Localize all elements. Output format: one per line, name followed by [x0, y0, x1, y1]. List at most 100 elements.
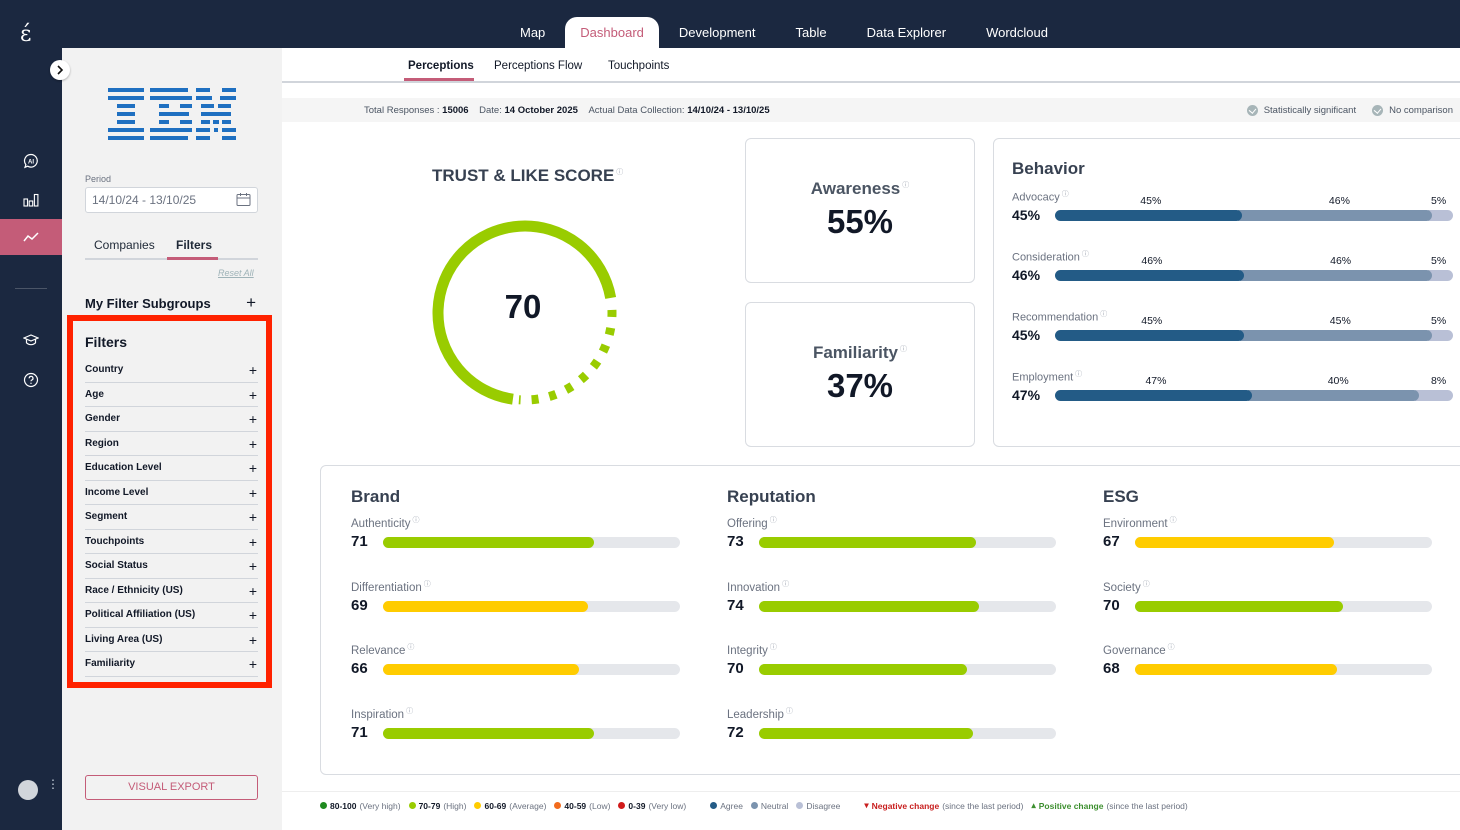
info-icon[interactable]: ⓘ — [902, 182, 910, 190]
info-icon[interactable]: ⓘ — [1142, 580, 1150, 588]
info-icon[interactable]: ⓘ — [1061, 191, 1069, 198]
tab-map[interactable]: Map — [520, 25, 546, 40]
filter-item[interactable]: Education Level + — [85, 456, 258, 481]
subtab-perceptions[interactable]: Perceptions — [408, 60, 474, 72]
expand-filter-icon[interactable]: + — [248, 411, 257, 427]
expand-filter-icon[interactable]: + — [248, 435, 257, 452]
rail-item-charts[interactable] — [0, 182, 62, 218]
filter-item[interactable]: Region + — [85, 432, 258, 456]
info-icon[interactable]: ⓘ — [769, 517, 777, 524]
user-avatar[interactable] — [18, 780, 38, 800]
filter-item[interactable]: Social Status + — [85, 554, 258, 579]
metric-bar-track — [383, 600, 680, 612]
info-icon[interactable]: ⓘ — [769, 644, 777, 651]
info-icon[interactable]: ⓘ — [423, 580, 431, 588]
awareness-card: Awareness ⓘ 55% — [745, 138, 975, 283]
tab-filters[interactable]: Filters — [176, 238, 213, 252]
segment-neutral[interactable] — [1237, 270, 1433, 281]
expand-filter-icon[interactable]: + — [248, 460, 257, 476]
filter-list: Country + Age + Gender + Region + Education Leve… — [85, 358, 258, 677]
info-icon[interactable]: ⓘ — [1081, 251, 1089, 258]
filter-item[interactable]: Age + — [85, 383, 258, 407]
filter-item[interactable]: Race / Ethnicity (US) + — [85, 579, 258, 603]
info-icon[interactable]: ⓘ — [406, 707, 414, 715]
info-icon[interactable]: ⓘ — [412, 517, 420, 524]
stat-sig-label: Statistically significant — [1263, 105, 1357, 116]
rail-item-trends[interactable] — [0, 219, 62, 255]
behavior-row: Consideration ⓘ 46% 46% 46% 5% — [1012, 249, 1460, 299]
tab-data-explorer[interactable]: Data Explorer — [866, 25, 947, 40]
filter-label: Touchpoints — [85, 535, 145, 547]
rail-item-help[interactable] — [0, 362, 62, 398]
behavior-label: Advocacy ⓘ — [1012, 191, 1069, 204]
calendar-icon[interactable] — [236, 192, 251, 207]
expand-panel-button[interactable] — [50, 60, 70, 80]
filter-item[interactable]: Familiarity + — [85, 652, 258, 677]
period-date-range-input[interactable]: 14/10/24 - 13/10/25 — [85, 187, 258, 213]
segment-agree[interactable] — [1055, 330, 1244, 341]
expand-filter-icon[interactable]: + — [248, 631, 257, 648]
metric-row: Environment ⓘ 67 — [1103, 515, 1438, 565]
segment-label-neutral: 46% — [1330, 255, 1352, 267]
add-subgroup-icon[interactable]: + — [246, 293, 256, 312]
segment-agree[interactable] — [1055, 390, 1252, 401]
user-menu-icon[interactable]: ⋮ — [47, 777, 59, 791]
metric-bar-track — [759, 537, 1056, 548]
segment-disagree[interactable] — [1413, 390, 1453, 401]
info-icon[interactable]: ⓘ — [1100, 311, 1108, 318]
filter-item[interactable]: Income Level + — [85, 481, 258, 505]
segment-label-agree: 47% — [1145, 375, 1167, 387]
info-icon[interactable]: ⓘ — [1075, 371, 1083, 378]
segment-label-neutral: 46% — [1328, 195, 1350, 207]
metric-label: Environment ⓘ — [1103, 517, 1177, 530]
tab-development[interactable]: Development — [678, 25, 756, 40]
filter-item[interactable]: Living Area (US) + — [85, 628, 258, 652]
metric-label: Inspiration ⓘ — [351, 707, 414, 721]
filter-item[interactable]: Country + — [85, 358, 258, 383]
info-icon[interactable]: ⓘ — [1169, 517, 1177, 524]
segment-label-agree: 45% — [1141, 315, 1163, 327]
metric-label: Offering ⓘ — [727, 517, 777, 530]
tab-wordcloud[interactable]: Wordcloud — [986, 25, 1048, 40]
segment-neutral[interactable] — [1235, 210, 1433, 221]
filter-item[interactable]: Gender + — [85, 407, 258, 432]
expand-filter-icon[interactable]: + — [248, 607, 257, 623]
segment-neutral[interactable] — [1237, 330, 1433, 341]
caret-down-icon: ▾ — [864, 800, 869, 810]
expand-filter-icon[interactable]: + — [248, 558, 257, 574]
info-icon[interactable]: ⓘ — [785, 707, 793, 715]
segment-neutral[interactable] — [1245, 390, 1420, 401]
expand-filter-icon[interactable]: + — [248, 484, 257, 501]
reset-all-link[interactable]: Reset All — [218, 268, 254, 278]
rail-item-ai[interactable]: AI — [0, 143, 62, 179]
segment-agree[interactable] — [1055, 270, 1244, 281]
filter-item[interactable]: Segment + — [85, 505, 258, 530]
app-logo[interactable]: ɛ́ — [20, 22, 32, 47]
info-icon[interactable]: ⓘ — [782, 580, 790, 588]
expand-filter-icon[interactable]: + — [248, 533, 257, 550]
metric-value: 71 — [351, 723, 368, 741]
metric-value: 70 — [1103, 596, 1120, 614]
tab-companies[interactable]: Companies — [94, 238, 155, 252]
tab-dashboard[interactable]: Dashboard — [565, 17, 659, 48]
visual-export-button[interactable]: VISUAL EXPORT — [85, 775, 258, 800]
filter-item[interactable]: Political Affiliation (US) + — [85, 603, 258, 628]
info-icon[interactable]: ⓘ — [616, 169, 624, 177]
expand-filter-icon[interactable]: + — [248, 509, 257, 525]
segment-agree[interactable] — [1055, 210, 1242, 221]
info-icon[interactable]: ⓘ — [407, 644, 415, 651]
filter-item[interactable]: Touchpoints + — [85, 530, 258, 554]
expand-filter-icon[interactable]: + — [248, 582, 257, 599]
expand-filter-icon[interactable]: + — [248, 656, 257, 672]
metric-bar-track — [1135, 600, 1432, 612]
tab-table[interactable]: Table — [795, 25, 827, 40]
legend-dot — [554, 802, 562, 809]
subtab-touchpoints[interactable]: Touchpoints — [608, 60, 670, 72]
info-icon[interactable]: ⓘ — [1167, 644, 1175, 651]
rail-item-learn[interactable] — [0, 322, 62, 358]
expand-filter-icon[interactable]: + — [248, 362, 257, 378]
info-icon[interactable]: ⓘ — [900, 346, 908, 354]
subtab-perceptions-flow[interactable]: Perceptions Flow — [494, 60, 583, 72]
expand-filter-icon[interactable]: + — [248, 386, 257, 403]
behavior-stacked-bar — [1055, 330, 1453, 341]
